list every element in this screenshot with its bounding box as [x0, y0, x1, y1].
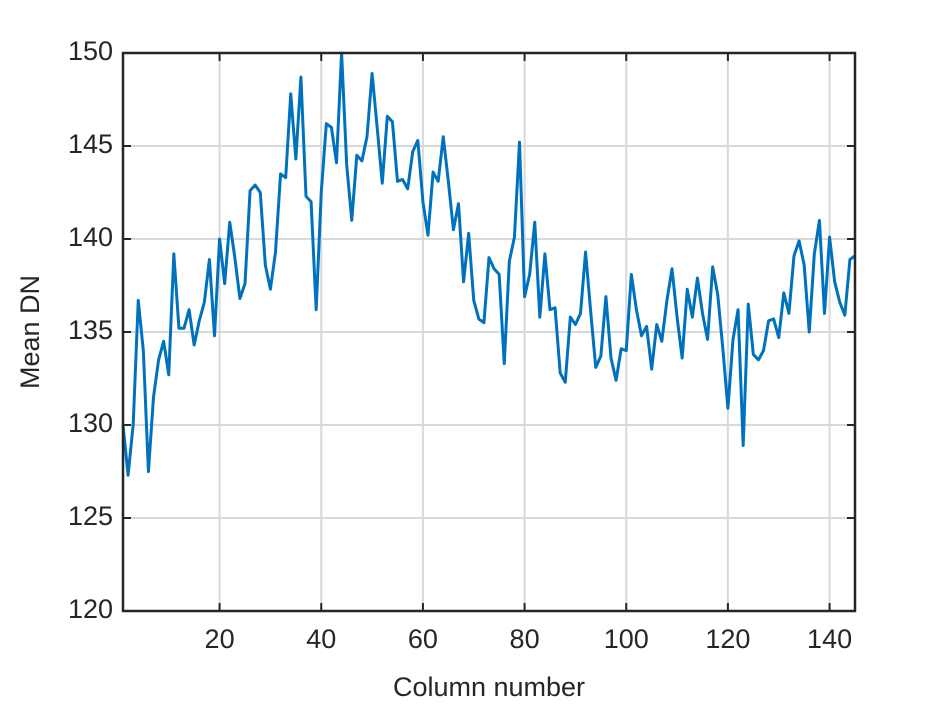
- x-tick-label: 80: [510, 624, 540, 654]
- x-tick-label: 120: [705, 624, 750, 654]
- plot-frame: [121, 51, 857, 613]
- y-tick-label: 130: [68, 408, 113, 438]
- y-tick-label: 120: [68, 594, 113, 624]
- x-tick-label: 40: [306, 624, 336, 654]
- data-line: [121, 51, 856, 477]
- x-tick-label: 140: [807, 624, 852, 654]
- x-tick-label: 60: [408, 624, 438, 654]
- y-tick-label: 140: [68, 222, 113, 252]
- x-tick-label: 20: [205, 624, 235, 654]
- x-tick-label: 100: [604, 624, 649, 654]
- y-tick-label: 125: [68, 501, 113, 531]
- x-axis-label: Column number: [393, 672, 585, 702]
- y-axis-label: Mean DN: [15, 275, 45, 389]
- y-tick-label: 135: [68, 315, 113, 345]
- y-tick-label: 150: [68, 36, 113, 66]
- y-tick-label: 145: [68, 129, 113, 159]
